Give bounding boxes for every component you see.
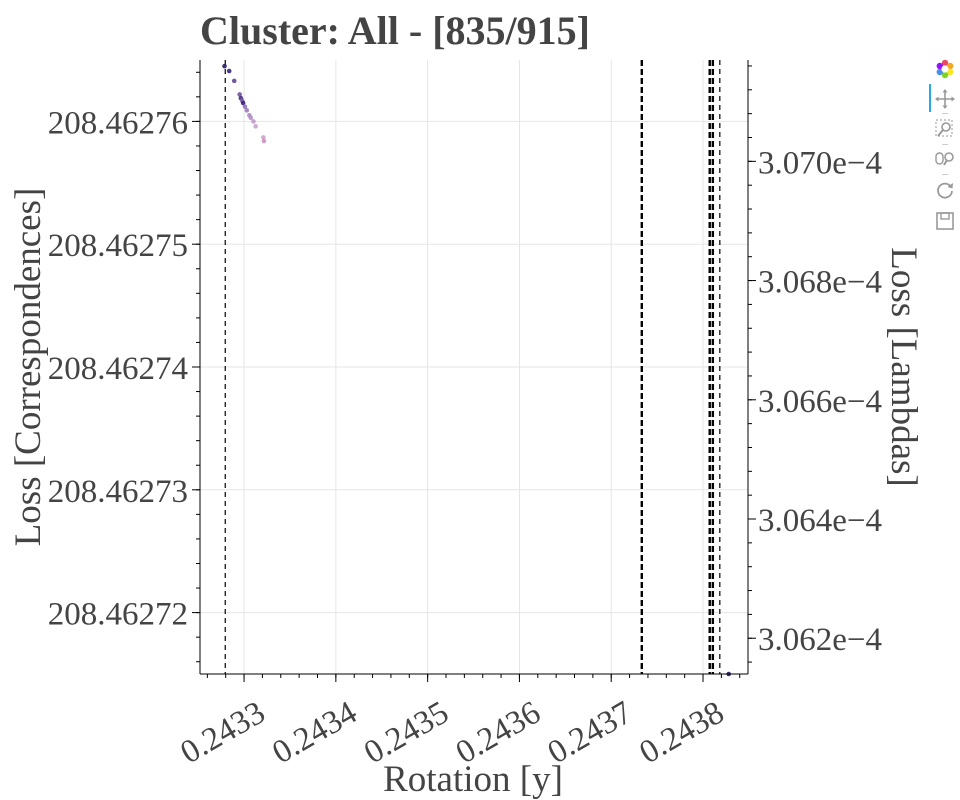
bokeh-logo-icon[interactable] [934,58,956,80]
scatter-points [222,63,732,677]
scatter-point [261,135,266,140]
grid [200,60,748,674]
x-tick-label: 0.2433 [175,695,272,772]
y2-tick-label: 3.064e−4 [758,503,882,539]
x-tick-label: 0.2434 [266,695,363,772]
scatter-point [231,78,237,84]
chart-title: Cluster: All - [835/915] [200,8,590,53]
scatter-point [253,124,258,129]
pan-icon[interactable] [934,88,956,110]
y-axis-label: Loss [Correspondences] [8,188,49,547]
x-tick-label: 0.2438 [634,695,731,772]
y-tick-label: 208.46273 [48,474,188,510]
y-tick-label: 208.46272 [48,597,188,633]
scatter-point [222,63,227,69]
y2-tick-label: 3.062e−4 [758,622,882,658]
scatter-point [240,100,246,106]
active-tool-indicator [929,84,931,112]
y2-tick-label: 3.070e−4 [758,145,882,181]
wheel-zoom-icon[interactable] [934,148,956,170]
y-axis-left: 208.46272 208.46273 208.46274 208.46275 208.… [48,71,200,663]
vertical-lines [224,60,721,674]
y2-tick-label: 3.066e−4 [758,384,882,420]
y-tick-label: 208.46275 [48,228,188,264]
scatter-point [251,119,256,124]
save-icon[interactable] [934,210,956,232]
y2-tick-label: 3.068e−4 [758,265,882,301]
scatter-point [244,108,250,113]
scatter-point [261,138,267,144]
y2-axis-label: Loss [Lambdas] [883,247,924,486]
scatter-point [226,68,232,74]
y-tick-label: 208.46274 [48,351,188,387]
scatter-point [237,92,242,97]
y-tick-label: 208.46276 [48,105,188,141]
y-axis-right: 3.062e−4 3.064e−4 3.066e−4 3.068e−4 3.070e−4 [748,65,882,663]
scatter-point [242,104,248,109]
box-zoom-icon[interactable] [934,118,956,140]
scatter-point [248,115,254,121]
x-axis-label: Rotation [y] [383,759,563,800]
reset-icon[interactable] [934,179,956,201]
